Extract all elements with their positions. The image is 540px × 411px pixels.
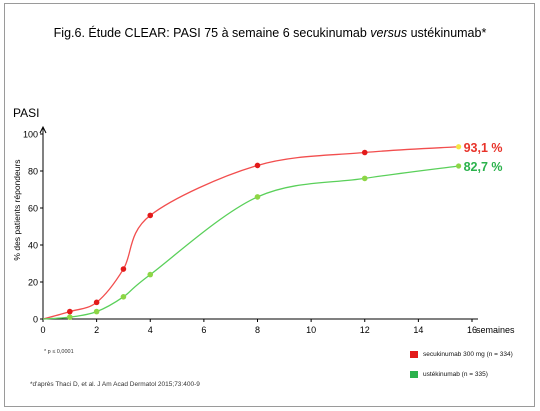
pasi-label: PASI (13, 106, 40, 120)
data-point-secukinumab (455, 144, 462, 150)
legend-label-secukinumab: secukinumab 300 mg (n = 334) (423, 351, 513, 358)
data-point-ustekinumab (67, 314, 73, 320)
data-point-secukinumab (254, 162, 261, 169)
data-point-ustekinumab (147, 271, 154, 278)
data-point-ustekinumab (455, 163, 462, 169)
x-tick-label: 12 (360, 325, 370, 335)
x-tick-label: 6 (201, 325, 206, 335)
y-tick-label: 80 (28, 167, 38, 177)
data-point-secukinumab (67, 308, 73, 315)
end-value-label-ustekinumab: 82,7 % (464, 160, 503, 174)
x-tick-label: 2 (94, 325, 99, 335)
data-point-ustekinumab (93, 308, 100, 315)
x-tick-label: 10 (306, 325, 316, 335)
legend-item-secukinumab: secukinumab 300 mg (n = 334) (410, 351, 513, 358)
y-tick-label: 20 (28, 278, 38, 288)
x-unit-label: semaines (476, 325, 515, 335)
legend-swatch-ustekinumab (410, 371, 418, 378)
y-tick-label: 60 (28, 204, 38, 214)
data-point-secukinumab (93, 299, 100, 306)
x-tick-label: 8 (255, 325, 260, 335)
title-italic: versus (370, 26, 408, 40)
x-tick-label: 4 (148, 325, 153, 335)
y-tick-label: 100 (23, 130, 38, 140)
data-point-secukinumab (147, 212, 154, 219)
data-point-ustekinumab (120, 294, 127, 300)
end-value-label-secukinumab: 93,1 % (464, 141, 503, 155)
slide-frame (4, 3, 535, 407)
y-tick-label: 0 (33, 315, 38, 325)
legend-item-ustekinumab: ustékinumab (n = 335) (410, 371, 488, 378)
x-tick-label: 0 (40, 325, 45, 335)
footnote: * p ≤ 0,0001 (44, 349, 74, 355)
y-tick-label: 40 (28, 241, 38, 251)
x-tick-label: 14 (413, 325, 423, 335)
source-citation: *d'après Thaci D, et al. J Am Acad Derma… (30, 381, 200, 388)
series-line-ustekinumab (42, 165, 459, 320)
legend-swatch-secukinumab (410, 351, 418, 358)
data-point-ustekinumab (361, 175, 368, 182)
data-point-ustekinumab (254, 194, 261, 200)
x-tick-label: 16 (467, 325, 477, 335)
series-line-secukinumab (42, 146, 459, 320)
data-point-secukinumab (120, 266, 127, 272)
legend-label-ustekinumab: ustékinumab (n = 335) (423, 371, 488, 378)
data-point-secukinumab (361, 149, 368, 156)
y-axis-arrow (39, 125, 47, 134)
chart-title: Fig.6. Étude CLEAR: PASI 75 à semaine 6 … (53, 26, 487, 40)
